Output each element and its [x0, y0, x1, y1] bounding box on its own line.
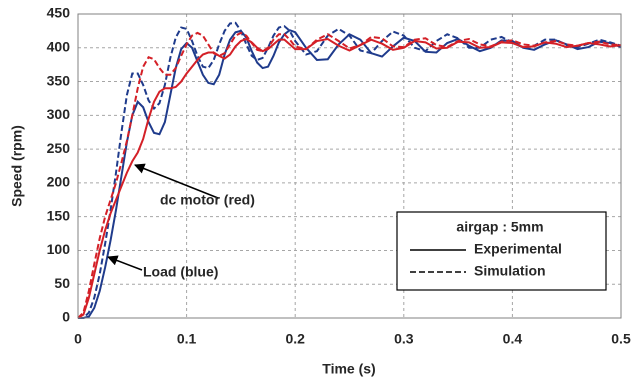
x-tick-label: 0.5: [611, 331, 631, 347]
plot-lines: [77, 21, 622, 319]
y-tick-label: 50: [54, 275, 70, 291]
series-line: [78, 21, 622, 319]
y-tick-label: 400: [47, 38, 71, 54]
annotation: dc motor (red): [160, 192, 255, 208]
x-tick-label: 0.4: [503, 331, 523, 347]
x-tick-label: 0.1: [177, 331, 197, 347]
legend-title: airgap : 5mm: [456, 219, 543, 235]
annotation-arrow: [134, 163, 219, 199]
x-tick-label: 0.3: [394, 331, 414, 347]
x-tick-label: 0: [74, 331, 82, 347]
plot-frame: [77, 13, 622, 319]
y-tick-label: 450: [47, 5, 71, 21]
legend-label: Simulation: [474, 263, 546, 279]
x-axis-title: Time (s): [322, 361, 375, 377]
y-tick-label: 200: [47, 174, 71, 190]
series-line: [77, 31, 622, 319]
annotation-arrow: [107, 255, 143, 271]
y-tick-label: 0: [62, 309, 70, 325]
legend-label: Experimental: [474, 241, 562, 257]
legend-box: [396, 211, 607, 291]
legend: airgap : 5mm Experimental Simulation: [396, 211, 607, 291]
y-tick-label: 100: [47, 241, 71, 257]
x-tick-label: 0.2: [285, 331, 305, 347]
annotation: Load (blue): [143, 264, 218, 280]
y-axis-title: Speed (rpm): [9, 125, 25, 207]
y-tick-label: 150: [47, 207, 71, 223]
legend-entries: Experimental Simulation: [410, 241, 562, 279]
y-tick-label: 250: [47, 140, 71, 156]
y-tick-label: 350: [47, 72, 71, 88]
y-tick-label: 300: [47, 106, 71, 122]
